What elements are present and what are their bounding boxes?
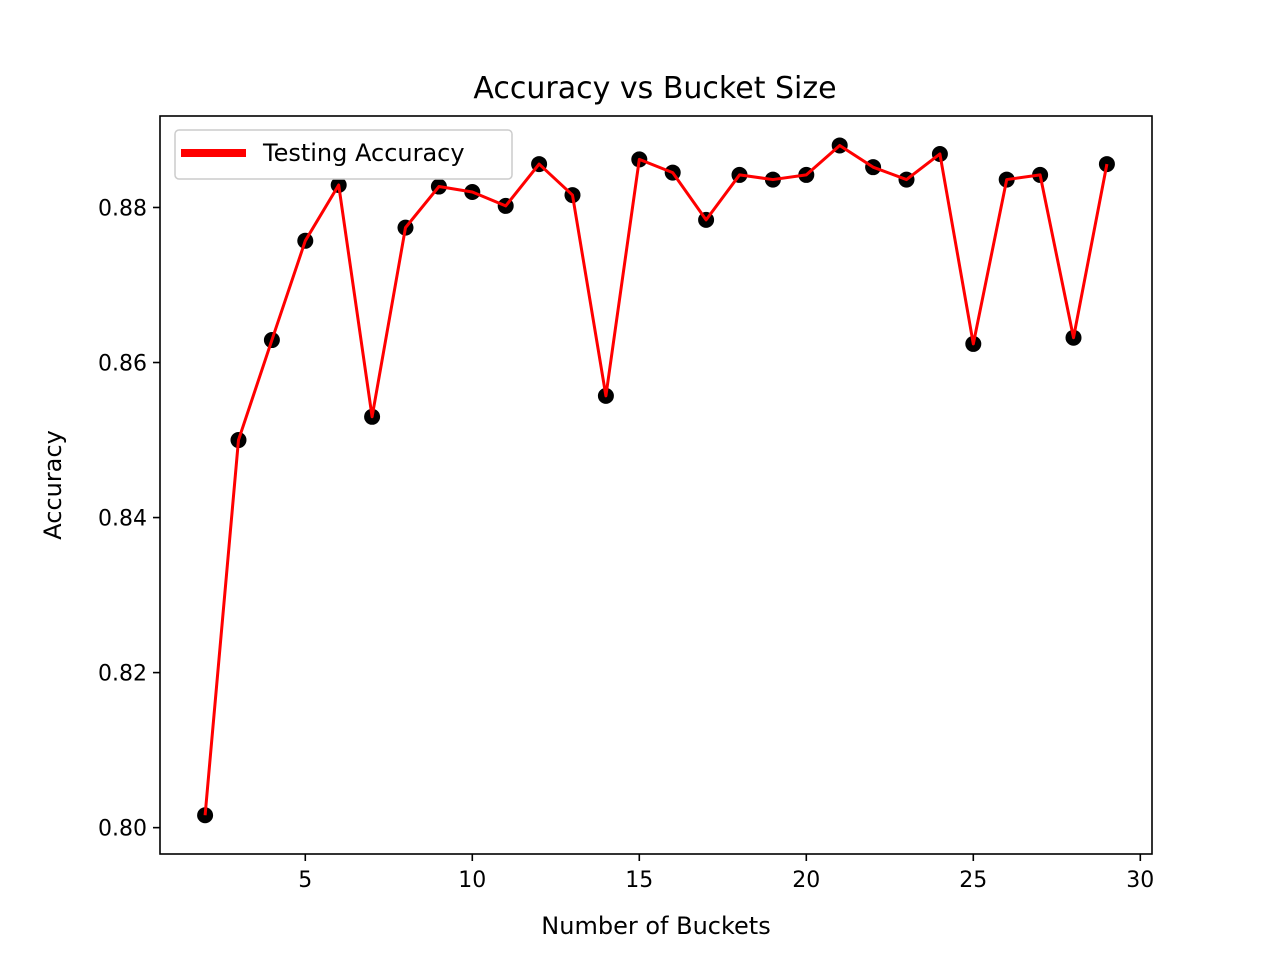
y-tick-label: 0.82	[98, 662, 147, 687]
legend: Testing Accuracy	[174, 129, 513, 180]
plot-frame	[159, 115, 1153, 855]
x-tick-label: 25	[959, 868, 987, 893]
chart-title: Accuracy vs Bucket Size	[473, 71, 836, 106]
y-tick-label: 0.88	[98, 196, 147, 221]
plot-area	[159, 115, 1153, 855]
y-tick-label: 0.86	[98, 352, 147, 377]
x-axis-label: Number of Buckets	[541, 912, 770, 940]
y-tick-label: 0.84	[98, 507, 147, 532]
series-line	[203, 143, 1109, 816]
x-tick-label: 15	[625, 868, 653, 893]
y-axis-label: Accuracy	[39, 430, 67, 540]
x-tick-label: 10	[458, 868, 486, 893]
x-tick-label: 30	[1126, 868, 1154, 893]
x-tick-label: 5	[298, 868, 312, 893]
series-group	[197, 137, 1115, 824]
x-tick-label: 20	[792, 868, 820, 893]
y-axis-ticks: 0.80 0.82 0.84 0.86 0.88	[98, 196, 160, 842]
x-axis-ticks: 5 10 15 20 25 30	[298, 854, 1154, 893]
legend-label: Testing Accuracy	[262, 139, 465, 167]
y-tick-label: 0.80	[98, 817, 147, 842]
legend-box	[174, 129, 513, 180]
